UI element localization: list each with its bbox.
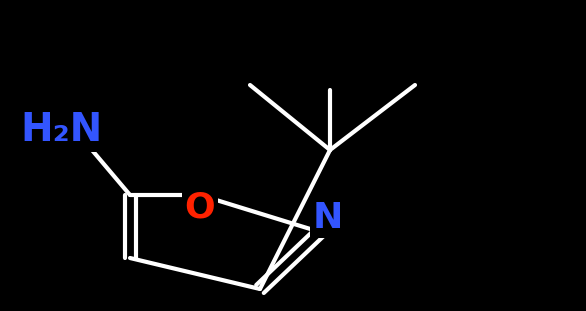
Text: N: N bbox=[313, 201, 343, 235]
Text: O: O bbox=[185, 190, 216, 224]
Text: H₂N: H₂N bbox=[20, 111, 102, 149]
